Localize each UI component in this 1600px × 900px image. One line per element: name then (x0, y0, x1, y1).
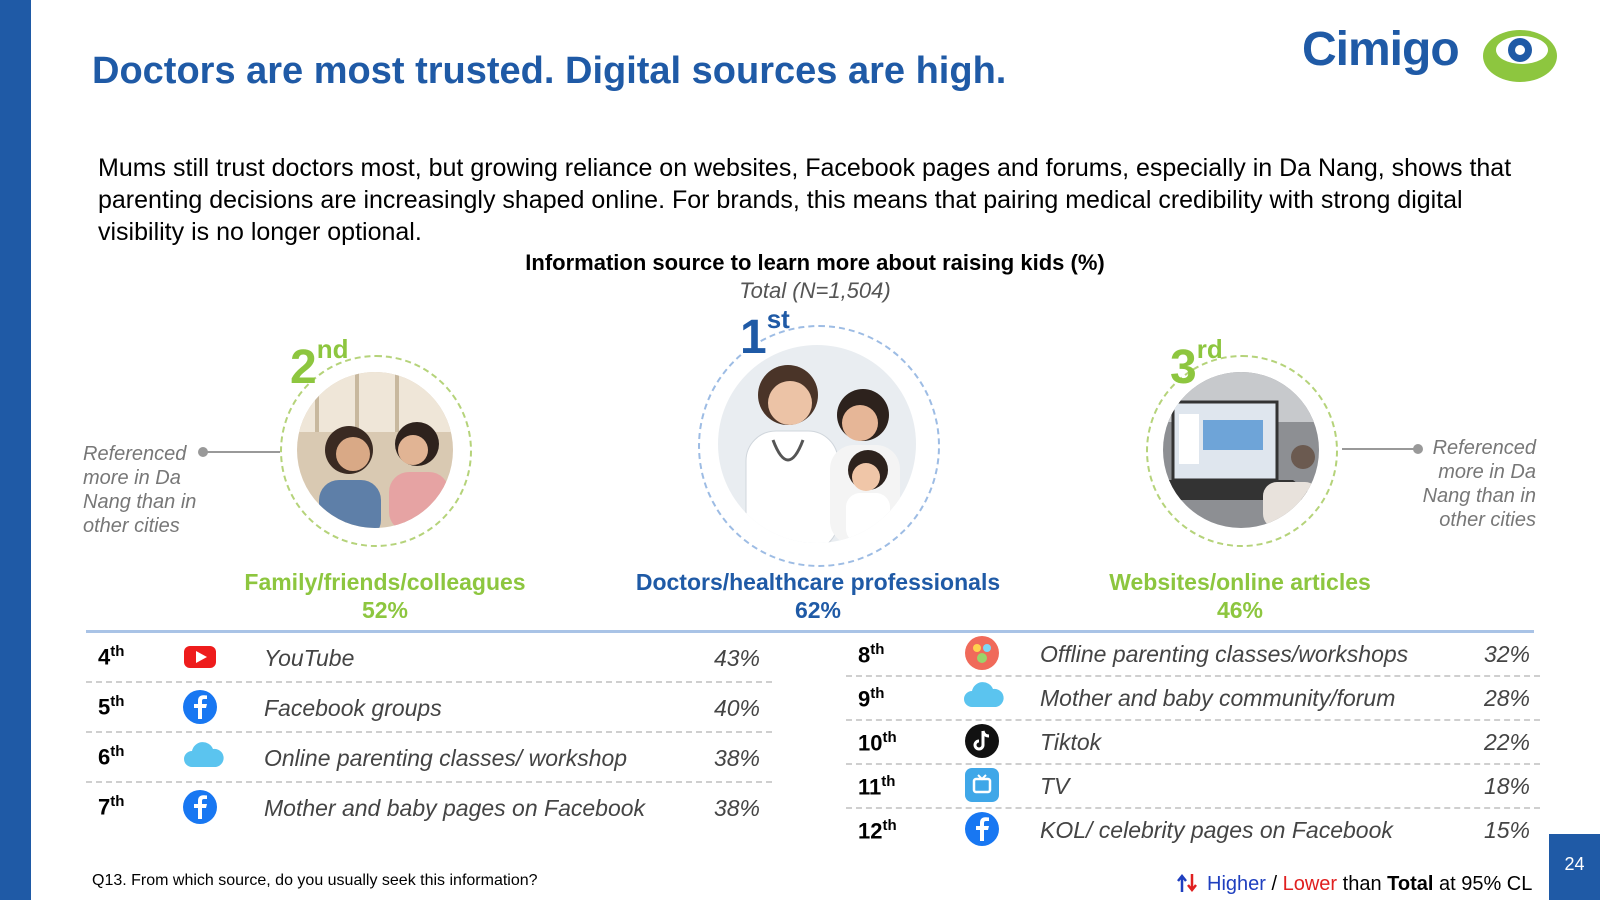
list-value: 22% (1483, 729, 1530, 755)
legend-separator: / (1265, 873, 1283, 895)
list-rank: 9th (858, 685, 885, 712)
list-value: 43% (713, 645, 760, 671)
list-value: 32% (1483, 641, 1530, 667)
facebook-icon (183, 690, 217, 724)
list-label: Offline parenting classes/workshops (1040, 641, 1409, 667)
rank2-value: 52% (361, 597, 409, 623)
chart-title: Information source to learn more about r… (525, 250, 1105, 275)
list-rank: 8th (858, 641, 885, 668)
rank3-category: Websites/online articles (1109, 569, 1371, 595)
legend-total: Total (1387, 873, 1434, 895)
rank2-note-line (205, 451, 280, 453)
laptop-photo (1163, 372, 1319, 528)
rank2-suffix: nd (316, 334, 349, 364)
rank3-value: 46% (1216, 597, 1264, 623)
rank1-category: Doctors/healthcare professionals (635, 569, 1001, 595)
rank1-suffix: st (766, 304, 790, 334)
workshop-icon (965, 636, 999, 670)
list-item: 4th YouTube 43% (86, 633, 772, 683)
rank3-suffix: rd (1196, 334, 1223, 364)
list-label: Tiktok (1040, 729, 1102, 755)
rank2-label: Family/friends/colleagues 52% (230, 568, 540, 624)
rank3-badge: 3rd (1170, 334, 1223, 395)
rank2-ring (280, 355, 472, 547)
cloud-icon (184, 742, 224, 767)
rank3-ring (1146, 355, 1338, 547)
list-item: 7th Mother and baby pages on Facebook 38… (86, 783, 772, 831)
tiktok-icon (965, 724, 999, 758)
list-label: Mother and baby pages on Facebook (264, 795, 646, 821)
rank1-value: 62% (794, 597, 842, 623)
list-value: 28% (1483, 685, 1530, 711)
list-rank: 7th (98, 793, 125, 820)
rank2-number: 2 (290, 341, 317, 394)
page-title: Doctors are most trusted. Digital source… (92, 50, 1007, 92)
chart-subtitle: Total (N=1,504) (739, 278, 891, 303)
facebook-icon (183, 790, 217, 824)
rank3-note: Referenced more in Da Nang than in other… (1422, 437, 1536, 531)
list-value: 40% (713, 695, 760, 721)
legend-higher: Higher (1207, 873, 1266, 895)
list-item: 11th TV 18% (846, 765, 1540, 809)
list-label: KOL/ celebrity pages on Facebook (1040, 817, 1393, 843)
rank3-note-dot (1413, 444, 1423, 454)
rank2-note: Referenced more in Da Nang than in other… (83, 443, 197, 537)
rank3-label: Websites/online articles 46% (1090, 568, 1390, 624)
list-value: 15% (1483, 817, 1530, 843)
cimigo-logo: Cimigo (1302, 22, 1562, 92)
list-label: Mother and baby community/forum (1040, 685, 1396, 711)
cloud-icon (964, 682, 1004, 707)
list-value: 38% (713, 745, 760, 771)
logo-text: Cimigo (1302, 23, 1460, 76)
legend-tail: at 95% CL (1433, 873, 1533, 895)
list-item: 9th Mother and baby community/forum 28% (846, 677, 1540, 721)
rank2-note-dot (198, 447, 208, 457)
facebook-icon (965, 812, 999, 846)
page-number: 24 (1549, 834, 1600, 900)
list-rank: 12th (858, 817, 897, 844)
rank1-label: Doctors/healthcare professionals 62% (628, 568, 1008, 624)
list-rank: 4th (98, 643, 125, 670)
list-item: 6th Online parenting classes/ workshop 3… (86, 733, 772, 783)
list-item: 12th KOL/ celebrity pages on Facebook 15… (846, 809, 1540, 851)
rank3-note-line (1342, 448, 1417, 450)
significance-legend: Higher / Lower than Total at 95% CL (1175, 872, 1532, 896)
list-label: Online parenting classes/ workshop (264, 745, 628, 771)
left-accent-bar (0, 0, 31, 900)
up-down-arrows-icon (1177, 873, 1197, 893)
tv-icon (965, 768, 999, 802)
section-divider (86, 630, 1534, 633)
legend-lower: Lower (1282, 873, 1338, 895)
question-footnote: Q13. From which source, do you usually s… (92, 872, 538, 889)
list-value: 38% (713, 795, 760, 821)
rank2-category: Family/friends/colleagues (244, 569, 526, 595)
list-label: TV (1040, 773, 1070, 799)
eye-logo-icon (1483, 30, 1557, 82)
list-rank: 5th (98, 693, 125, 720)
intro-paragraph: Mums still trust doctors most, but growi… (98, 154, 1512, 246)
rank1-badge: 1st (740, 304, 790, 365)
family-photo (297, 372, 453, 528)
list-rank: 6th (98, 743, 125, 770)
rank1-number: 1 (740, 311, 767, 364)
rank3-number: 3 (1170, 341, 1197, 394)
legend-than: than (1337, 873, 1388, 895)
list-rank: 10th (858, 729, 897, 756)
rank2-badge: 2nd (290, 334, 348, 395)
list-label: YouTube (264, 645, 355, 671)
list-item: 10th Tiktok 22% (846, 721, 1540, 765)
rank1-ring (698, 325, 940, 567)
list-label: Facebook groups (264, 695, 442, 721)
doctor-photo (718, 345, 916, 543)
list-item: 8th Offline parenting classes/workshops … (846, 633, 1540, 677)
list-value: 18% (1483, 773, 1530, 799)
youtube-icon (184, 646, 216, 668)
list-item: 5th Facebook groups 40% (86, 683, 772, 733)
list-rank: 11th (858, 773, 896, 800)
